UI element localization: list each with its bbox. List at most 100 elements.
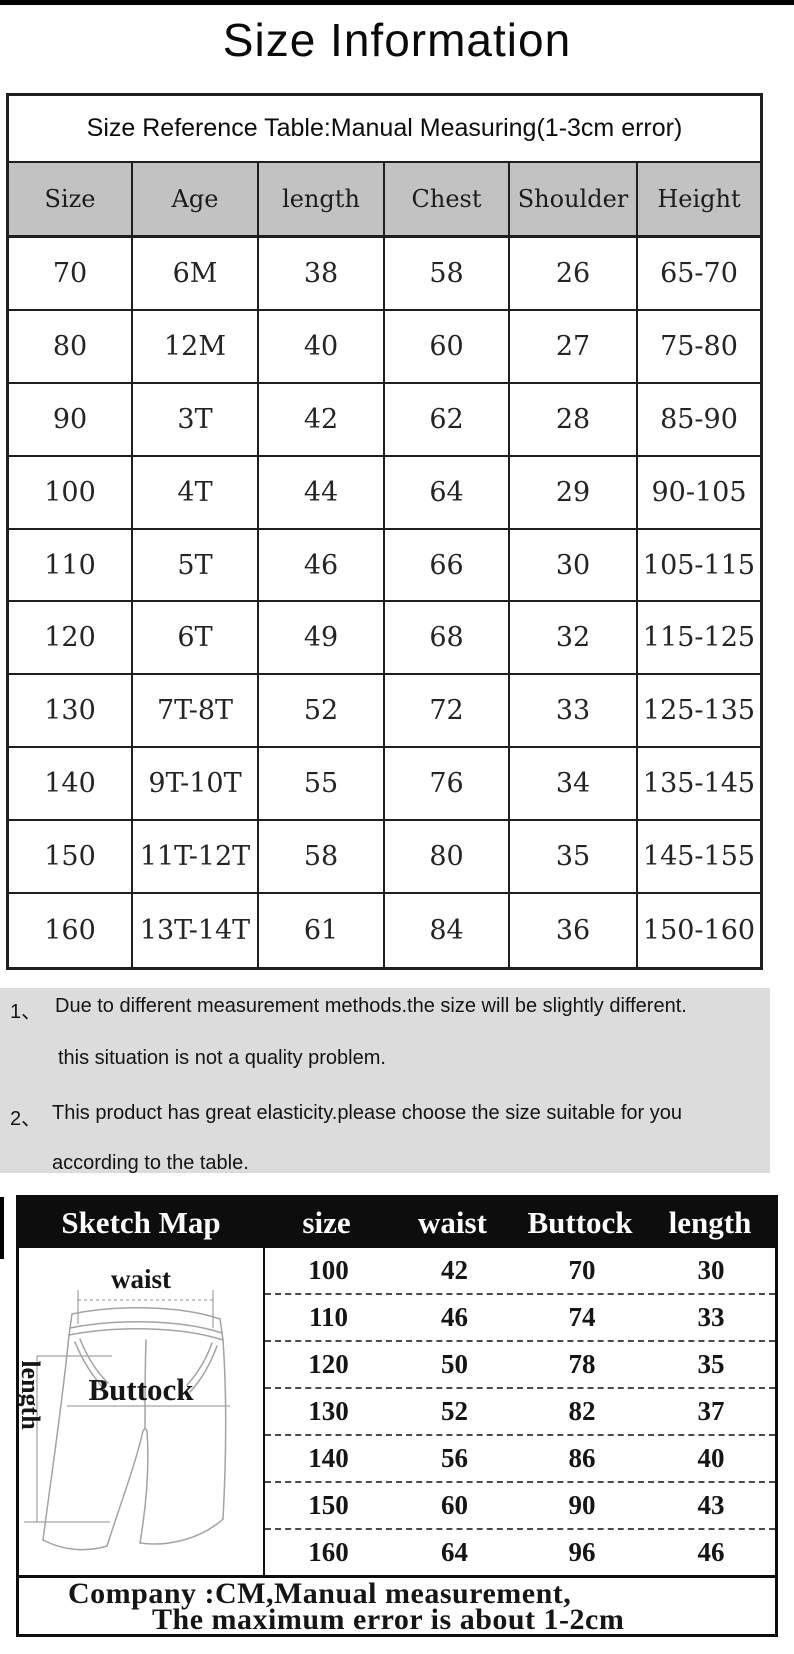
table-cell: 43 bbox=[697, 1490, 725, 1520]
table-cell: 11T-12T bbox=[133, 821, 259, 893]
table-cell: 33 bbox=[510, 675, 638, 747]
table-cell: 50 bbox=[441, 1349, 468, 1379]
note-1-line-2: this situation is not a quality problem. bbox=[58, 1047, 386, 1069]
table-cell: 58 bbox=[385, 238, 510, 309]
top-black-bar bbox=[0, 0, 794, 5]
table-cell: 75-80 bbox=[660, 330, 738, 362]
table-cell: 70 bbox=[568, 1255, 596, 1285]
table-cell: 38 bbox=[259, 238, 385, 309]
table-cell: 40 bbox=[259, 310, 385, 382]
table-cell: 42 bbox=[259, 383, 385, 455]
note-2-marker: 2、 bbox=[10, 1108, 42, 1130]
column-header-length: length bbox=[259, 163, 385, 235]
table-cell: 13T-14T bbox=[133, 894, 259, 967]
left-edge-mark bbox=[0, 1197, 4, 1259]
note-1-line-1: Due to different measurement methods.the… bbox=[55, 995, 687, 1017]
table-cell: 61 bbox=[259, 894, 385, 967]
table-cell: 64 bbox=[441, 1537, 468, 1567]
table-cell: 160 bbox=[9, 894, 133, 967]
table-cell: 130 bbox=[9, 675, 133, 747]
table-cell: 52 bbox=[441, 1396, 468, 1426]
table-row: 130 52 82 37 bbox=[265, 1389, 775, 1436]
table-row: 70 6M 38 58 26 65-70 bbox=[9, 238, 760, 311]
table-row: 100 42 70 30 bbox=[265, 1248, 775, 1295]
note-2-line-2: according to the table. bbox=[52, 1152, 249, 1174]
table-cell: 12M bbox=[133, 310, 259, 382]
table-cell: 40 bbox=[697, 1443, 725, 1473]
shorts-sketch-cell: waist Buttock length bbox=[16, 1248, 265, 1575]
table-cell: 4T bbox=[133, 456, 259, 528]
table-cell: 46 bbox=[697, 1537, 725, 1567]
table-row: 150 60 90 43 bbox=[265, 1483, 775, 1530]
table-cell: 96 bbox=[568, 1537, 596, 1567]
column-header-age: Age bbox=[133, 163, 259, 235]
table-cell: 68 bbox=[385, 602, 510, 674]
table-cell: 105-115 bbox=[642, 549, 756, 581]
table-cell: 150 bbox=[308, 1490, 349, 1520]
footer-line-1: Company :CM,Manual measurement, bbox=[68, 1577, 572, 1610]
table-row: 160 64 96 46 bbox=[265, 1530, 775, 1575]
size-table-header-row: Size Age length Chest Shoulder Height bbox=[9, 163, 760, 238]
table-cell: 29 bbox=[510, 456, 638, 528]
table-cell: 33 bbox=[697, 1302, 725, 1332]
table-cell: 65-70 bbox=[660, 257, 738, 289]
page-title: Size Information bbox=[222, 14, 572, 66]
table-cell: 46 bbox=[259, 529, 385, 601]
table-row: 110 5T 46 66 30 105-115 bbox=[9, 529, 760, 603]
table-cell: 80 bbox=[385, 821, 510, 893]
table-cell: 64 bbox=[385, 456, 510, 528]
table-row: 140 9T-10T 55 76 34 135-145 bbox=[9, 748, 760, 822]
table-cell: 150 bbox=[9, 821, 133, 893]
table-cell: 27 bbox=[510, 310, 638, 382]
sketch-buttock-label: Buttock bbox=[88, 1372, 194, 1407]
table-cell: 86 bbox=[568, 1443, 596, 1473]
size-reference-table: Size Reference Table:Manual Measuring(1-… bbox=[6, 93, 763, 970]
table-cell: 35 bbox=[510, 821, 638, 893]
sketch-table-header: Sketch Map size waist Buttock length bbox=[19, 1198, 775, 1248]
table-cell: 84 bbox=[385, 894, 510, 967]
column-header-shoulder: Shoulder bbox=[510, 163, 638, 235]
table-cell: 90-105 bbox=[651, 476, 747, 508]
table-cell: 76 bbox=[385, 748, 510, 820]
size-table-body: 70 6M 38 58 26 65-70 80 12M 40 60 27 75-80 90 3T 42 62 2… bbox=[9, 238, 760, 967]
table-cell: 85-90 bbox=[660, 403, 738, 435]
table-cell: 36 bbox=[510, 894, 638, 967]
notes-section: 1、 Due to different measurement methods.… bbox=[0, 988, 770, 1174]
table-row: 150 11T-12T 58 80 35 145-155 bbox=[9, 821, 760, 895]
table-cell: 135-145 bbox=[642, 768, 756, 800]
table-cell: 56 bbox=[441, 1443, 468, 1473]
table-cell: 49 bbox=[259, 602, 385, 674]
table-cell: 44 bbox=[259, 456, 385, 528]
sketch-waist-label: waist bbox=[111, 1264, 171, 1294]
column-header-waist: waist bbox=[418, 1205, 487, 1240]
table-row: 130 7T-8T 52 72 33 125-135 bbox=[9, 675, 760, 749]
footer-line-2: The maximum error is about 1-2cm bbox=[152, 1603, 625, 1636]
table-cell: 52 bbox=[259, 675, 385, 747]
table-cell: 110 bbox=[308, 1302, 348, 1332]
table-cell: 72 bbox=[385, 675, 510, 747]
table-cell: 5T bbox=[133, 529, 259, 601]
table-cell: 100 bbox=[9, 456, 133, 528]
table-cell: 80 bbox=[9, 310, 133, 382]
table-cell: 55 bbox=[259, 748, 385, 820]
sketch-map-table: Sketch Map size waist Buttock length bbox=[16, 1195, 778, 1637]
table-row: 100 4T 44 64 29 90-105 bbox=[9, 456, 760, 530]
sketch-length-label: length bbox=[16, 1360, 45, 1430]
sketch-table-body: waist Buttock length 100 42 70 30 110 46 74 33 1… bbox=[16, 1248, 775, 1575]
table-cell: 7T-8T bbox=[133, 675, 259, 747]
table-cell: 78 bbox=[568, 1349, 596, 1379]
table-cell: 150-160 bbox=[642, 914, 756, 946]
table-cell: 120 bbox=[9, 602, 133, 674]
table-cell: 90 bbox=[568, 1490, 596, 1520]
table-cell: 3T bbox=[133, 383, 259, 455]
table-row: 120 50 78 35 bbox=[265, 1342, 775, 1389]
table-cell: 28 bbox=[510, 383, 638, 455]
table-cell: 9T-10T bbox=[133, 748, 259, 820]
table-cell: 60 bbox=[441, 1490, 468, 1520]
table-cell: 60 bbox=[385, 310, 510, 382]
table-cell: 62 bbox=[385, 383, 510, 455]
table-cell: 42 bbox=[441, 1255, 468, 1285]
note-1-marker: 1、 bbox=[10, 1001, 42, 1023]
table-cell: 66 bbox=[385, 529, 510, 601]
